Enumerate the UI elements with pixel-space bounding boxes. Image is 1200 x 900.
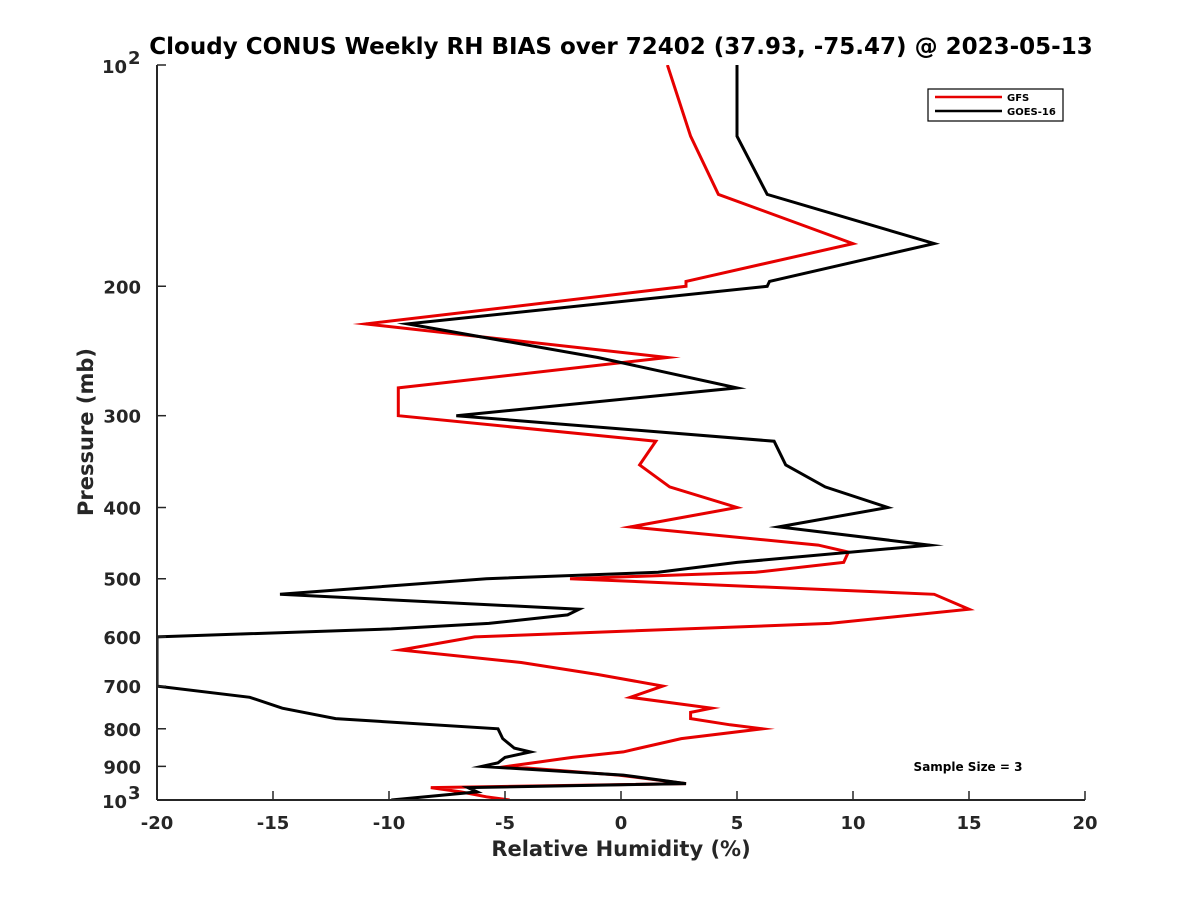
series-line-gfs bbox=[352, 65, 975, 800]
y-tick-label: 900 bbox=[103, 757, 141, 778]
series-line-goes16 bbox=[157, 65, 944, 800]
y-tick-label: 200 bbox=[103, 277, 141, 298]
y-decade-tick-label: 10 bbox=[102, 57, 127, 78]
x-tick-label: -10 bbox=[373, 813, 406, 834]
legend-label-goes16: GOES-16 bbox=[1007, 107, 1056, 118]
y-axis-label: Pressure (mb) bbox=[74, 348, 98, 516]
x-tick-label: 10 bbox=[840, 813, 865, 834]
sample-size-annotation: Sample Size = 3 bbox=[914, 760, 1023, 774]
x-tick-label: 0 bbox=[615, 813, 628, 834]
x-tick-label: 15 bbox=[956, 813, 981, 834]
plot-area bbox=[157, 65, 975, 800]
y-tick-label: 300 bbox=[103, 407, 141, 428]
legend-label-gfs: GFS bbox=[1007, 93, 1029, 104]
legend-box bbox=[927, 88, 1064, 122]
y-tick-label: 400 bbox=[103, 499, 141, 520]
y-tick-label: 700 bbox=[103, 677, 141, 698]
y-decade-tick-exponent: 2 bbox=[128, 48, 141, 69]
y-tick-label: 800 bbox=[103, 720, 141, 741]
y-decade-tick-exponent: 3 bbox=[128, 783, 141, 804]
y-decade-tick-label: 10 bbox=[102, 792, 127, 813]
x-tick-label: -20 bbox=[141, 813, 174, 834]
y-tick-label: 500 bbox=[103, 570, 141, 591]
chart-title: Cloudy CONUS Weekly RH BIAS over 72402 (… bbox=[149, 34, 1092, 60]
x-tick-label: 5 bbox=[731, 813, 744, 834]
legend: GFS GOES-16 bbox=[927, 88, 1064, 122]
x-tick-label: 20 bbox=[1072, 813, 1097, 834]
x-axis: -20 -15 -10 -5 0 5 10 15 20 bbox=[141, 791, 1098, 834]
x-tick-label: -5 bbox=[495, 813, 515, 834]
x-axis-label: Relative Humidity (%) bbox=[491, 837, 750, 861]
x-tick-label: -15 bbox=[257, 813, 290, 834]
y-tick-label: 600 bbox=[103, 628, 141, 649]
